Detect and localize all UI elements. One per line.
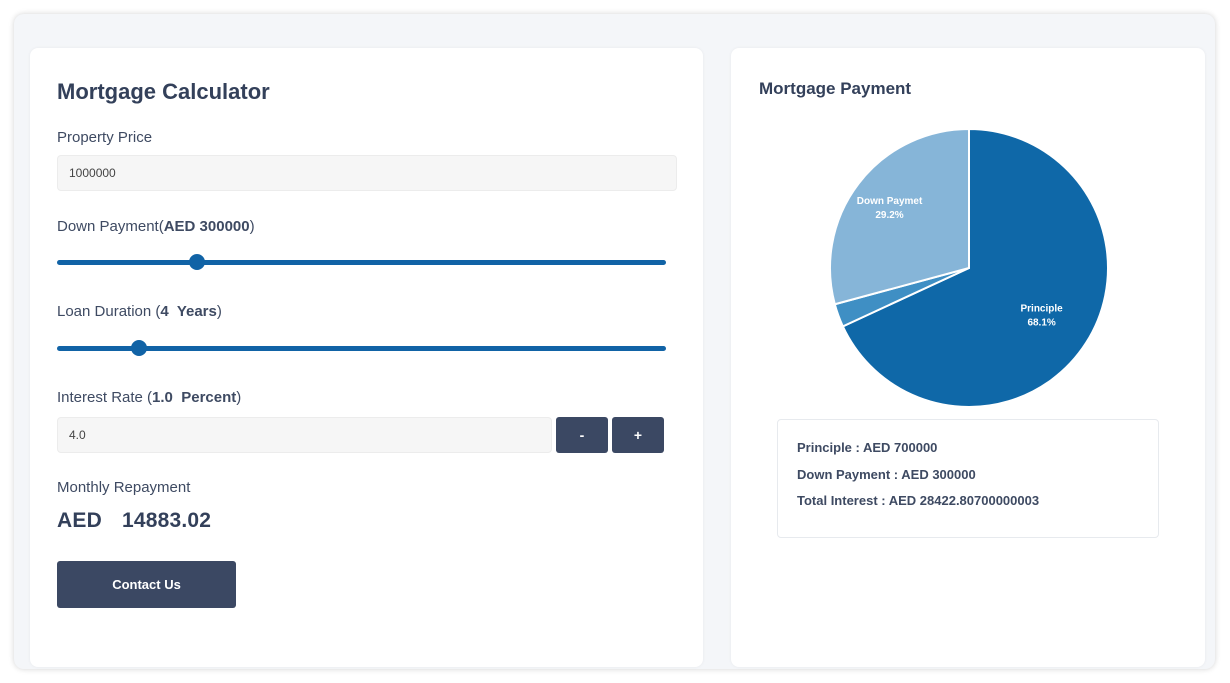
pie-slice-down-paymet	[829, 127, 970, 306]
property-price-input[interactable]	[57, 155, 677, 191]
interest-rate-input[interactable]	[57, 417, 552, 453]
slider-thumb[interactable]	[189, 254, 206, 270]
pie-label-percent: 68.1%	[1027, 317, 1055, 328]
payment-card: Mortgage Payment Principle 68.1% Down Paym…	[731, 48, 1205, 667]
down-payment-slider[interactable]	[57, 252, 666, 272]
pie-label-percent: 29.2%	[875, 210, 903, 221]
page-title: Mortgage Calculator	[57, 79, 270, 104]
pie-label-name: Down Paymet	[857, 196, 923, 207]
repayment-amount: 14883.02	[122, 509, 212, 532]
summary-down-payment: Down Payment : AED 300000	[797, 467, 976, 482]
payment-summary: Principle : AED 700000 Down Payment : AE…	[777, 419, 1159, 538]
summary-principle: Principle : AED 700000	[797, 440, 938, 455]
currency-label: AED	[57, 509, 102, 532]
monthly-repayment-label: Monthly Repayment	[57, 479, 191, 496]
contact-us-button[interactable]: Contact Us	[57, 561, 236, 608]
decrease-rate-button[interactable]: -	[556, 417, 608, 453]
calculator-card: Mortgage Calculator Property Price Down …	[30, 48, 703, 667]
pie-slice-principle	[841, 127, 1109, 408]
slider-track[interactable]	[57, 260, 666, 265]
down-payment-label: Down Payment(AED 300000)	[57, 218, 255, 235]
pie-chart: Principle 68.1% Down Paymet 29.2%	[829, 127, 1109, 408]
loan-duration-slider[interactable]	[57, 338, 666, 358]
interest-rate-label: Interest Rate (1.0 Percent)	[57, 389, 242, 406]
monthly-repayment-value: AED 14883.02	[57, 509, 211, 533]
pie-label-name: Principle	[1020, 303, 1063, 314]
property-price-label: Property Price	[57, 129, 153, 146]
summary-total-interest: Total Interest : AED 28422.80700000003	[797, 493, 1040, 508]
slider-track[interactable]	[57, 346, 666, 351]
increase-rate-button[interactable]: +	[612, 417, 664, 453]
chart-title: Mortgage Payment	[759, 79, 912, 98]
slider-thumb[interactable]	[131, 340, 148, 356]
loan-duration-label: Loan Duration (4 Years)	[57, 303, 222, 320]
